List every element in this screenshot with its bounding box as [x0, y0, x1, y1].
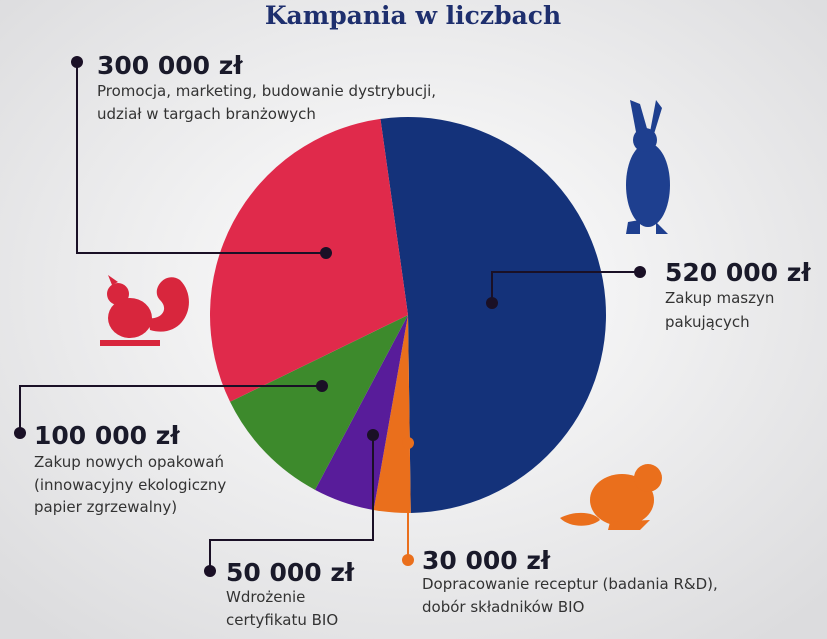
slice-description: dobór składników BIO — [422, 598, 584, 616]
pie-slice — [380, 117, 606, 513]
value-label: 300 000 zł — [97, 51, 243, 80]
chart-title: Kampania w liczbach — [265, 1, 561, 30]
callout-line — [19, 385, 322, 433]
callout-line — [491, 271, 640, 303]
slice-description: papier zgrzewalny) — [34, 498, 177, 516]
value-label: 30 000 zł — [422, 546, 551, 575]
value-label: 520 000 zł — [665, 258, 811, 287]
slice-description: certyfikatu BIO — [226, 611, 338, 629]
slice-description: (innowacyjny ekologiczny — [34, 476, 226, 494]
callout-dot — [71, 56, 83, 68]
value-label: 50 000 zł — [226, 558, 355, 587]
pie-slice — [209, 118, 408, 402]
callout-dot — [204, 565, 216, 577]
squirrel-icon — [100, 275, 189, 346]
callout-dot — [634, 266, 646, 278]
pie-slice — [315, 315, 408, 510]
slice-description: pakujących — [665, 313, 750, 331]
callout-line — [76, 62, 326, 254]
slice-description: Promocja, marketing, budowanie dystrybuc… — [97, 82, 436, 100]
callout-dot — [320, 247, 332, 259]
hare-icon — [626, 100, 670, 234]
callout-dot — [14, 427, 26, 439]
slice-description: Dopracowanie receptur (badania R&D), — [422, 575, 718, 593]
value-label: 100 000 zł — [34, 421, 180, 450]
callout-dot — [402, 554, 414, 566]
callout-dot — [316, 380, 328, 392]
callout-line — [209, 435, 374, 571]
slice-description: udział w targach branżowych — [97, 105, 316, 123]
pie-slice — [230, 315, 408, 490]
slice-description: Zakup maszyn — [665, 289, 774, 307]
pie-slice — [373, 315, 411, 513]
beaver-icon — [560, 464, 662, 530]
callout-dot — [367, 429, 379, 441]
slice-description: Wdrożenie — [226, 588, 305, 606]
callout-dot — [402, 437, 414, 449]
slice-description: Zakup nowych opakowań — [34, 453, 224, 471]
callout-dot — [486, 297, 498, 309]
